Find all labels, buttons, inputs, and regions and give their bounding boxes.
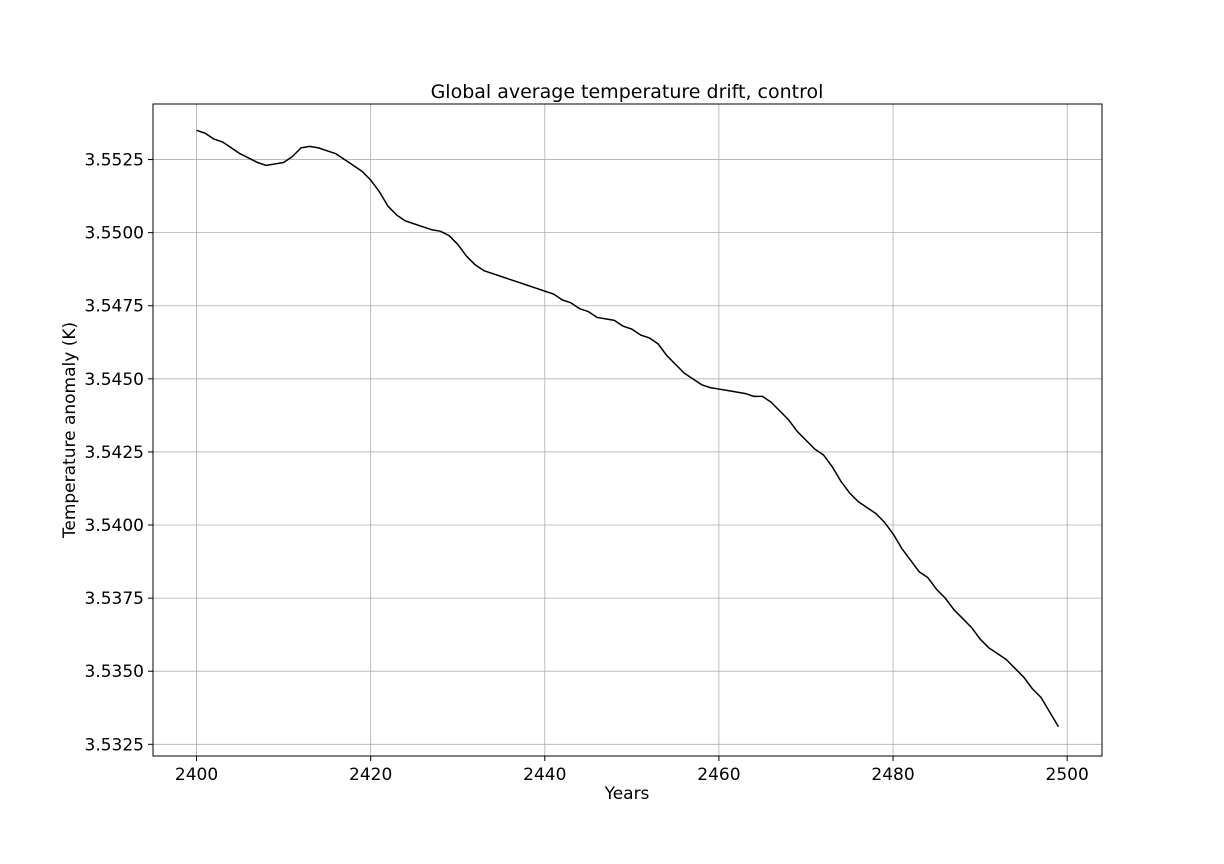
x-tick-label: 2480: [871, 765, 914, 785]
x-axis-label: Years: [604, 784, 650, 804]
plot-frame: [152, 103, 1103, 757]
y-tick-label: 3.5475: [85, 297, 144, 317]
y-tick-label: 3.5525: [85, 151, 144, 171]
x-tick-label: 2460: [697, 765, 740, 785]
y-tick-label: 3.5500: [85, 224, 144, 244]
y-tick-label: 3.5400: [85, 516, 144, 536]
y-tick-label: 3.5375: [85, 589, 144, 609]
y-axis-label: Temperature anomaly (K): [60, 322, 80, 539]
axis-ticks: 2400 2420 2440 2460 2480 2500 3.5325 3.5350 3.53…: [85, 151, 1089, 785]
y-tick-label: 3.5350: [85, 662, 144, 682]
x-tick-label: 2440: [523, 765, 566, 785]
x-tick-label: 2420: [349, 765, 392, 785]
y-tick-label: 3.5450: [85, 370, 144, 390]
temperature-drift-line: [196, 129, 1060, 728]
x-tick-label: 2400: [175, 765, 218, 785]
chart-title: Global average temperature drift, contro…: [431, 81, 824, 103]
grid-lines: [153, 104, 1102, 756]
y-tick-label: 3.5425: [85, 443, 144, 463]
y-tick-label: 3.5325: [85, 735, 144, 755]
x-tick-label: 2500: [1046, 765, 1089, 785]
